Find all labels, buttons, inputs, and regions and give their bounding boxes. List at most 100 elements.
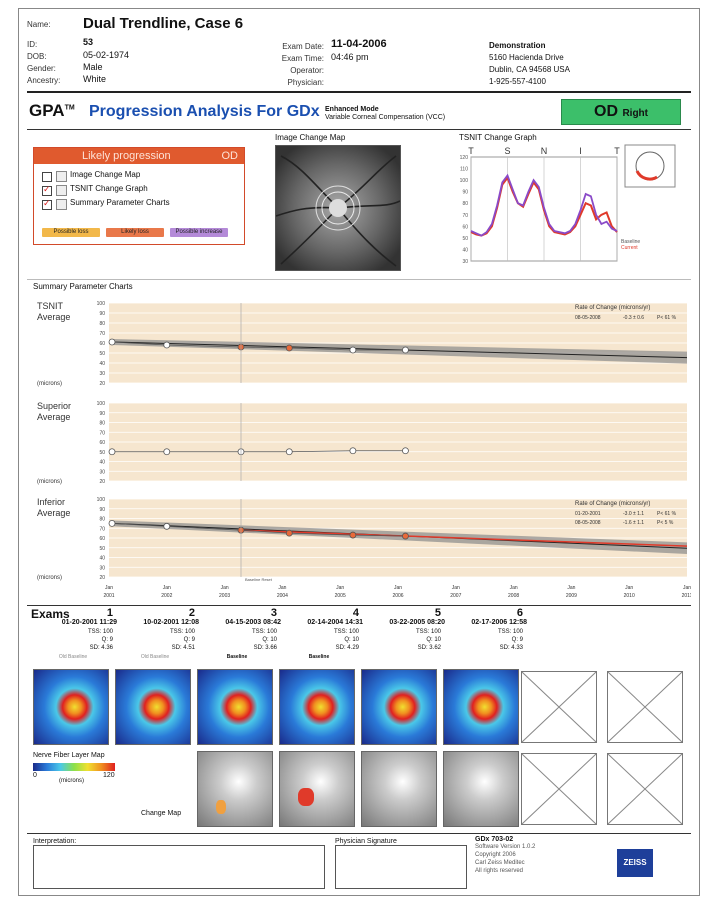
summary-ytick: 70 (99, 526, 105, 532)
summary-panel-label2: Average (37, 412, 70, 422)
tsnit-ytick: 30 (462, 259, 468, 265)
rnfl-thumbnail[interactable] (115, 669, 191, 745)
exam-columns: 1 01-20-2001 11:29 TSS: 100 Q: 9 SD: 4.36 Old… (19, 607, 699, 667)
summary-ytick: 70 (99, 331, 105, 337)
data-point (163, 341, 171, 349)
thickness-scale (33, 763, 115, 771)
data-point (402, 447, 409, 455)
rate-title: Rate of Change (microns/yr) (575, 501, 650, 507)
impression-checkbox[interactable]: ✓ (42, 184, 52, 196)
report-title: Progression Analysis For GDx (89, 103, 320, 120)
title-divider (27, 129, 691, 130)
data-point (402, 532, 409, 540)
rate-p: P< 61 % (657, 315, 677, 321)
rnfl-thumbnail[interactable] (33, 669, 109, 745)
dob-label: DOB: (27, 52, 47, 61)
exams-title: Exams (31, 607, 70, 621)
impression-item-label: Summary Parameter Charts (70, 198, 170, 207)
zeiss-logo: ZEISS (617, 849, 653, 877)
summary-ytick: 100 (97, 497, 106, 503)
exam-tss: TSS: 100 (87, 629, 113, 635)
eye-sector-inset (624, 144, 676, 188)
software-version: Software Version 1.0.2 (475, 844, 536, 850)
exam-q: Q: 10 (344, 637, 359, 643)
rnfl-thumbnail[interactable] (361, 669, 437, 745)
series-line (111, 341, 406, 351)
x-year: 2007 (450, 593, 461, 599)
exam-q: Q: 10 (262, 637, 277, 643)
tsnit-letter: N (541, 146, 548, 156)
interpretation-field[interactable] (33, 845, 325, 889)
impression-legend: Possible loss Likely loss Possible increas… (42, 220, 234, 238)
summary-ytick: 60 (99, 341, 105, 347)
summary-ytick: 20 (99, 575, 105, 581)
exam-note: Baseline (226, 654, 248, 660)
legend-chip: Possible increase (170, 228, 228, 237)
empty-slots (521, 671, 691, 827)
summary-ytick: 100 (97, 301, 106, 307)
summary-panel-label1: Superior (37, 401, 71, 411)
x-month: Jan (452, 585, 460, 591)
eye-badge: OD Right (561, 99, 681, 125)
series-line (112, 450, 406, 453)
summary-panel-unit: (microns) (37, 575, 62, 581)
signature-field[interactable] (335, 845, 467, 889)
tsnit-ytick: 90 (462, 190, 468, 196)
rate-date: 08-05-2008 (575, 315, 601, 321)
company: Carl Zeiss Meditec (475, 860, 525, 866)
data-point (285, 529, 293, 537)
summary-ytick: 70 (99, 430, 105, 436)
tsnit-ytick: 100 (460, 178, 469, 184)
x-year: 2006 (392, 593, 403, 599)
change-map-thumbnail[interactable] (361, 751, 437, 827)
summary-ytick: 80 (99, 321, 105, 327)
rnfl-thumbnail[interactable] (197, 669, 273, 745)
data-point (108, 519, 116, 527)
exam-q: Q: 9 (101, 637, 113, 643)
signature-label: Physician Signature (335, 838, 397, 845)
trend-band (112, 520, 687, 555)
rnfl-thumbnail[interactable] (279, 669, 355, 745)
exam-number: 5 (434, 607, 441, 619)
tsnit-ytick: 120 (460, 155, 469, 161)
summary-ytick: 40 (99, 460, 105, 466)
patient-name: Dual Trendline, Case 6 (83, 15, 244, 32)
x-month: Jan (278, 585, 286, 591)
summary-ytick: 60 (99, 536, 105, 542)
vcc-mode: Enhanced Mode (325, 106, 379, 113)
summary-ytick: 50 (99, 450, 105, 456)
tsnit-baseline-line (470, 173, 618, 237)
clinic-address2: Dublin, CA 94568 USA (489, 65, 570, 74)
change-map-thumbnail[interactable] (197, 751, 273, 827)
exam-number: 1 (106, 607, 113, 619)
exam-sd: SD: 3.62 (417, 645, 441, 651)
change-map-thumbnail[interactable] (279, 751, 355, 827)
data-point (285, 448, 293, 456)
operator-label: Operator: (290, 66, 324, 75)
copyright: Copyright 2006 (475, 852, 516, 858)
x-year: 2008 (508, 593, 519, 599)
summary-ytick: 90 (99, 507, 105, 513)
interpretation-label: Interpretation: (33, 838, 77, 845)
impression-checkbox[interactable]: ✓ (42, 198, 52, 210)
scale-min: 0 (33, 772, 37, 779)
patient-gender: Male (83, 62, 103, 72)
impression-checkbox[interactable] (42, 172, 52, 182)
exam-time: 04:46 pm (331, 52, 369, 62)
legend-chip: Possible loss (42, 228, 100, 237)
impression-item-label: Image Change Map (70, 170, 141, 179)
patient-id: 53 (83, 37, 94, 47)
impression-item-icon (56, 185, 67, 196)
change-map-thumbnail[interactable] (443, 751, 519, 827)
x-month: Jan (221, 585, 229, 591)
summary-ytick: 100 (97, 401, 106, 407)
summary-ytick: 50 (99, 351, 105, 357)
rnfl-thumbnail[interactable] (443, 669, 519, 745)
impression-item-icon (56, 199, 67, 210)
tsnit-ytick: 60 (462, 224, 468, 230)
exams-divider (27, 605, 691, 606)
rate-title: Rate of Change (microns/yr) (575, 305, 650, 311)
footer-divider (27, 833, 691, 834)
x-year: 2005 (335, 593, 346, 599)
exam-note: Old Baseline (140, 654, 170, 660)
